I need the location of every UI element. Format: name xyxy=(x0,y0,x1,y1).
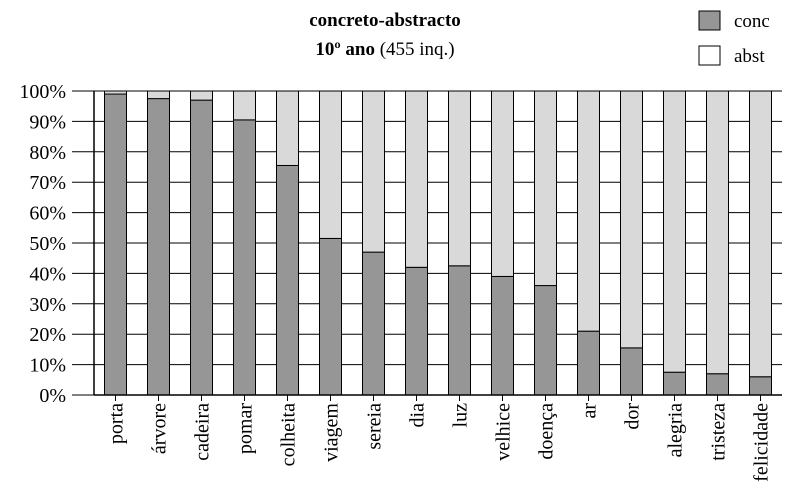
bar-abst-luz xyxy=(448,90,471,267)
x-category-label: tristeza xyxy=(708,403,730,461)
bar-conc-luz xyxy=(448,265,471,396)
legend-swatch-abst xyxy=(698,45,721,66)
bar-conc-felicidade xyxy=(749,376,772,396)
bar-abst-cadeira xyxy=(190,90,213,101)
bar-abst-doença xyxy=(534,90,557,287)
bar-conc-cadeira xyxy=(190,99,213,396)
bar-conc-velhice xyxy=(491,275,514,396)
x-category-label: alegria xyxy=(665,403,687,458)
bar-abst-ar xyxy=(577,90,600,332)
bar-abst-tristeza xyxy=(706,90,729,375)
x-category-label: felicidade xyxy=(751,403,773,482)
bar-abst-velhice xyxy=(491,90,514,277)
legend-label-abst: abst xyxy=(734,46,765,67)
y-tick-label: 40% xyxy=(29,263,66,285)
legend-swatch-conc xyxy=(698,10,721,31)
bar-conc-árvore xyxy=(147,98,170,396)
bar-conc-colheita xyxy=(276,164,299,396)
x-category-label: velhice xyxy=(493,403,515,461)
y-tick-label: 90% xyxy=(29,111,66,133)
bar-conc-dia xyxy=(405,266,428,396)
y-tick-label: 100% xyxy=(19,81,66,103)
x-category-label: pomar xyxy=(235,403,257,454)
legend-label-conc: conc xyxy=(734,11,770,32)
x-category-label: colheita xyxy=(278,403,300,466)
x-category-label: porta xyxy=(106,403,128,444)
chart-subtitle-rest: (455 inq.) xyxy=(375,39,455,60)
bar-abst-viagem xyxy=(319,90,342,239)
x-category-label: luz xyxy=(450,403,472,428)
legend: conc abst xyxy=(698,10,770,67)
y-tick-label: 80% xyxy=(29,142,66,164)
x-category-label: cadeira xyxy=(192,403,214,461)
x-category-label: ar xyxy=(579,403,601,419)
bar-conc-porta xyxy=(104,93,127,396)
bar-abst-porta xyxy=(104,90,127,95)
bar-abst-árvore xyxy=(147,90,170,100)
bar-abst-sereia xyxy=(362,90,385,253)
bar-abst-felicidade xyxy=(749,90,772,378)
bar-conc-doença xyxy=(534,285,557,396)
bar-abst-pomar xyxy=(233,90,256,121)
bar-abst-dor xyxy=(620,90,643,349)
bar-conc-dor xyxy=(620,347,643,396)
bar-conc-tristeza xyxy=(706,373,729,396)
chart-title-group: concreto-abstracto 10º ano (455 inq.) xyxy=(309,10,461,60)
chart-subtitle-bold: 10º ano xyxy=(315,39,375,60)
bar-abst-dia xyxy=(405,90,428,268)
x-category-label: dor xyxy=(622,403,644,430)
bar-conc-ar xyxy=(577,330,600,396)
x-category-label: doença xyxy=(536,403,558,460)
bar-conc-sereia xyxy=(362,251,385,396)
y-tick-label: 60% xyxy=(29,203,66,225)
y-tick-label: 50% xyxy=(29,233,66,255)
x-category-label: dia xyxy=(407,403,429,428)
y-tick-label: 20% xyxy=(29,324,66,346)
bar-conc-pomar xyxy=(233,119,256,396)
x-category-label: árvore xyxy=(149,403,171,454)
chart-subtitle: 10º ano (455 inq.) xyxy=(315,39,454,60)
y-tick-label: 0% xyxy=(39,385,66,407)
y-tick-label: 70% xyxy=(29,172,66,194)
plot-area: 0% 10% 20% 30% 40% 50% 60% 70% 80% 90% 100% porta ár… xyxy=(19,81,782,482)
x-category-label: viagem xyxy=(321,403,343,462)
chart-title: concreto-abstracto xyxy=(309,10,461,31)
y-tick-label: 10% xyxy=(29,355,66,377)
bar-conc-alegria xyxy=(663,371,686,396)
bar-conc-viagem xyxy=(319,237,342,396)
bar-abst-alegria xyxy=(663,90,686,373)
x-category-label: sereia xyxy=(364,403,386,450)
y-tick-label: 30% xyxy=(29,294,66,316)
bar-abst-colheita xyxy=(276,90,299,166)
